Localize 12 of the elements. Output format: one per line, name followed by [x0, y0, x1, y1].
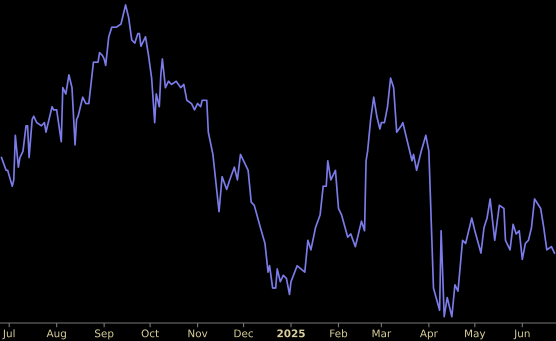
x-tick-label: Feb [330, 329, 348, 338]
x-tick-label: Apr [420, 330, 438, 340]
x-tick-label: Jul [2, 329, 14, 340]
x-tick-label: Sep [95, 329, 114, 340]
x-tick-label: Dec [234, 330, 253, 338]
x-tick-label: 2025 [277, 329, 305, 338]
x-tick-label: Mar [372, 330, 392, 338]
x-tick-label: Nov [188, 330, 208, 338]
x-tick-label: Aug [46, 330, 66, 340]
x-tick-label: Jun [514, 330, 530, 340]
x-tick-label: May [465, 330, 486, 340]
x-tick-label: Oct [142, 329, 159, 338]
